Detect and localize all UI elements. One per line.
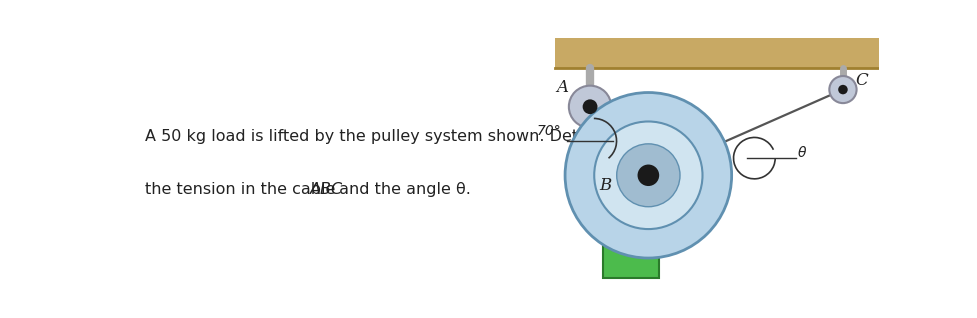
Text: the tension in the cable: the tension in the cable [145,183,340,197]
Ellipse shape [594,121,702,229]
Text: ABC: ABC [310,183,343,197]
Text: C: C [855,72,868,89]
Ellipse shape [565,93,732,258]
Text: B: B [599,177,612,194]
Ellipse shape [582,99,598,114]
Text: and the angle θ.: and the angle θ. [334,183,471,197]
Bar [603,234,659,278]
Text: A 50 kg load is lifted by the pulley system shown. Determine: A 50 kg load is lifted by the pulley sys… [145,128,635,144]
Text: 70°: 70° [537,124,562,138]
Ellipse shape [616,144,680,207]
Ellipse shape [638,164,659,186]
Ellipse shape [829,76,857,103]
Ellipse shape [838,85,848,94]
Bar [555,38,879,67]
Text: A: A [557,79,569,96]
Ellipse shape [569,86,612,128]
Text: θ: θ [797,146,806,160]
